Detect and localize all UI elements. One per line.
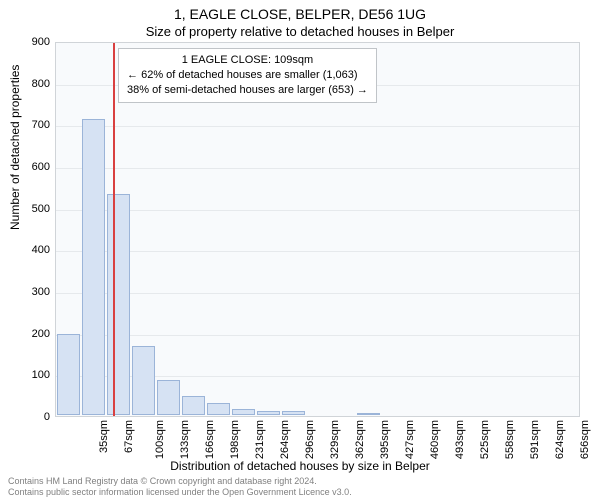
histogram-bar	[57, 334, 81, 415]
y-tick-label: 200	[10, 328, 50, 340]
histogram-bar	[182, 396, 206, 415]
y-tick-label: 600	[10, 161, 50, 173]
x-tick-label: 525sqm	[479, 420, 491, 459]
callout-line-3: 38% of semi-detached houses are larger (…	[127, 83, 368, 98]
x-tick-label: 231sqm	[254, 420, 266, 459]
y-tick-label: 300	[10, 286, 50, 298]
x-tick-label: 166sqm	[204, 420, 216, 459]
y-tick-label: 0	[10, 411, 50, 423]
chart-area: 1 EAGLE CLOSE: 109sqm ← 62% of detached …	[55, 42, 580, 417]
footer-attribution: Contains HM Land Registry data © Crown c…	[8, 476, 352, 498]
x-tick-label: 35sqm	[98, 420, 110, 453]
histogram-bar	[107, 194, 131, 415]
histogram-bar	[357, 413, 381, 415]
callout-box: 1 EAGLE CLOSE: 109sqm ← 62% of detached …	[118, 48, 377, 103]
footer-line-2: Contains public sector information licen…	[8, 487, 352, 498]
x-tick-label: 329sqm	[329, 420, 341, 459]
y-tick-label: 800	[10, 78, 50, 90]
grid-line	[56, 251, 579, 252]
grid-line	[56, 335, 579, 336]
histogram-bar	[157, 380, 181, 415]
histogram-bar	[282, 411, 306, 415]
x-tick-label: 362sqm	[354, 420, 366, 459]
x-axis-label: Distribution of detached houses by size …	[0, 459, 600, 473]
y-tick-label: 900	[10, 36, 50, 48]
y-tick-label: 700	[10, 119, 50, 131]
histogram-bar	[132, 346, 156, 415]
grid-line	[56, 210, 579, 211]
x-tick-label: 100sqm	[154, 420, 166, 459]
x-tick-label: 133sqm	[179, 420, 191, 459]
histogram-bar	[207, 403, 231, 416]
callout-line-2: ← 62% of detached houses are smaller (1,…	[127, 68, 368, 83]
x-tick-label: 395sqm	[379, 420, 391, 459]
x-tick-label: 427sqm	[404, 420, 416, 459]
y-tick-label: 100	[10, 369, 50, 381]
footer-line-1: Contains HM Land Registry data © Crown c…	[8, 476, 352, 487]
page-title: 1, EAGLE CLOSE, BELPER, DE56 1UG	[0, 0, 600, 22]
x-tick-label: 198sqm	[229, 420, 241, 459]
histogram-bar	[257, 411, 281, 415]
callout-line-1: 1 EAGLE CLOSE: 109sqm	[127, 53, 368, 68]
page-subtitle: Size of property relative to detached ho…	[0, 22, 600, 39]
grid-line	[56, 168, 579, 169]
x-tick-label: 656sqm	[579, 420, 591, 459]
grid-line	[56, 293, 579, 294]
x-tick-label: 460sqm	[429, 420, 441, 459]
x-tick-label: 558sqm	[504, 420, 516, 459]
y-tick-label: 500	[10, 203, 50, 215]
x-tick-label: 67sqm	[123, 420, 135, 453]
grid-line	[56, 126, 579, 127]
x-tick-label: 493sqm	[454, 420, 466, 459]
y-tick-label: 400	[10, 244, 50, 256]
histogram-bar	[232, 409, 256, 415]
histogram-bar	[82, 119, 106, 415]
x-tick-label: 591sqm	[529, 420, 541, 459]
x-tick-label: 296sqm	[304, 420, 316, 459]
x-tick-label: 264sqm	[279, 420, 291, 459]
marker-line	[113, 43, 115, 416]
x-tick-label: 624sqm	[554, 420, 566, 459]
